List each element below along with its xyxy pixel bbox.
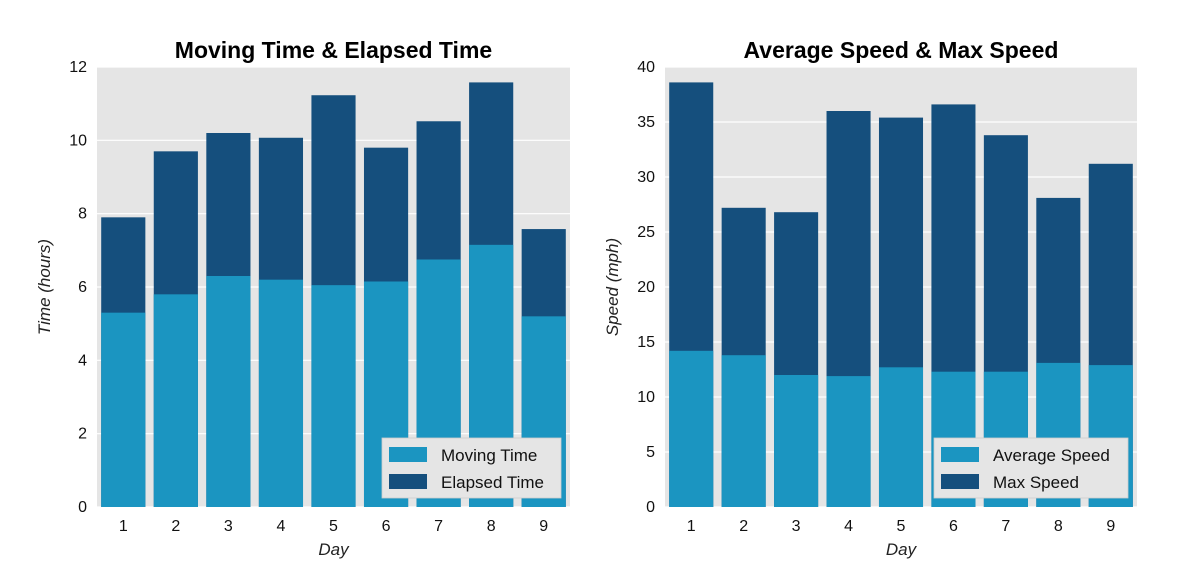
bar-moving-time-2	[153, 294, 198, 507]
bar-average-speed-5	[878, 367, 924, 507]
bar-average-speed-2	[721, 355, 766, 507]
legend: Average Speed Max Speed	[933, 437, 1129, 499]
y-tick-label-5: 10	[69, 132, 87, 149]
y-tick-label-8: 40	[637, 59, 655, 76]
x-tick-label-9: 9	[539, 518, 548, 535]
y-tick-label-6: 12	[69, 59, 87, 76]
chart-title: Average Speed & Max Speed	[744, 37, 1059, 63]
bar-moving-time-5	[311, 285, 356, 507]
bar-moving-time-4	[258, 279, 304, 507]
bar-moving-time-3	[206, 276, 251, 507]
y-tick-label-2: 10	[637, 389, 655, 406]
legend-swatch-average-speed	[941, 447, 979, 462]
y-tick-label-0: 0	[646, 499, 655, 516]
y-tick-label-3: 15	[637, 334, 655, 351]
legend-swatch-max-speed	[941, 474, 979, 489]
x-tick-label-2: 2	[171, 518, 180, 535]
x-tick-label-9: 9	[1106, 518, 1115, 535]
x-axis-label: Day	[886, 540, 918, 559]
legend-swatch-moving-time	[389, 447, 427, 462]
x-axis-label: Day	[318, 540, 350, 559]
y-tick-label-5: 25	[637, 224, 655, 241]
y-tick-label-4: 8	[78, 206, 87, 223]
x-tick-label-7: 7	[434, 518, 443, 535]
x-tick-label-1: 1	[687, 518, 696, 535]
x-tick-label-1: 1	[119, 518, 128, 535]
x-tick-label-3: 3	[224, 518, 233, 535]
legend-label-elapsed-time: Elapsed Time	[441, 473, 544, 492]
x-tick-label-8: 8	[1054, 518, 1063, 535]
bar-average-speed-3	[774, 375, 819, 507]
y-tick-label-4: 20	[637, 279, 655, 296]
x-tick-label-6: 6	[949, 518, 958, 535]
legend: Moving Time Elapsed Time	[381, 437, 562, 499]
legend-swatch-elapsed-time	[389, 474, 427, 489]
y-tick-label-6: 30	[637, 169, 655, 186]
x-tick-label-2: 2	[739, 518, 748, 535]
x-tick-label-4: 4	[276, 518, 285, 535]
y-tick-label-0: 0	[78, 499, 87, 516]
y-tick-label-7: 35	[637, 114, 655, 131]
bar-average-speed-1	[669, 350, 714, 507]
legend-label-average-speed: Average Speed	[993, 446, 1110, 465]
x-tick-label-5: 5	[897, 518, 906, 535]
bar-moving-time-1	[101, 312, 146, 507]
y-tick-label-2: 4	[78, 352, 87, 369]
x-tick-label-6: 6	[382, 518, 391, 535]
y-tick-label-3: 6	[78, 279, 87, 296]
legend-label-moving-time: Moving Time	[441, 446, 537, 465]
x-tick-label-4: 4	[844, 518, 853, 535]
x-tick-label-8: 8	[487, 518, 496, 535]
bar-average-speed-4	[826, 376, 871, 507]
x-tick-label-5: 5	[329, 518, 338, 535]
y-tick-label-1: 2	[78, 426, 87, 443]
y-axis-label: Speed (mph)	[603, 238, 622, 336]
chart-title: Moving Time & Elapsed Time	[175, 37, 492, 63]
y-axis-label: Time (hours)	[35, 239, 54, 335]
y-tick-label-1: 5	[646, 444, 655, 461]
legend-label-max-speed: Max Speed	[993, 473, 1079, 492]
x-tick-label-7: 7	[1001, 518, 1010, 535]
x-tick-label-3: 3	[792, 518, 801, 535]
chart-average-max-speed: 0 5 10 15 20 25 30 35 40 1 2 3 4 5 6 7 8 9 Average Speed &…	[603, 37, 1137, 559]
